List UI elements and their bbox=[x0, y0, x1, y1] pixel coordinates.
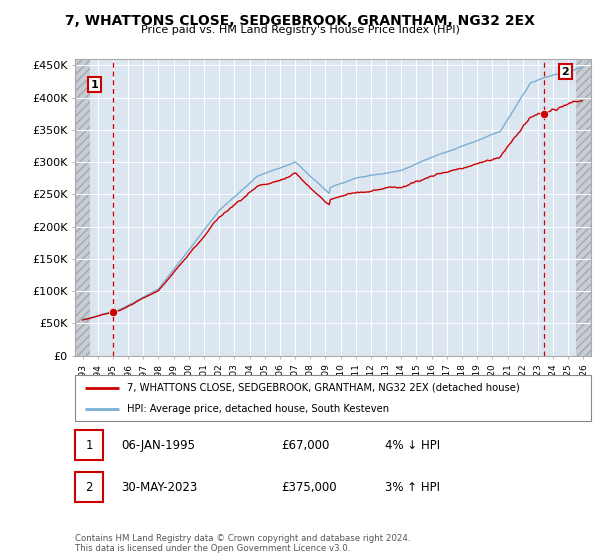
Text: 7, WHATTONS CLOSE, SEDGEBROOK, GRANTHAM, NG32 2EX (detached house): 7, WHATTONS CLOSE, SEDGEBROOK, GRANTHAM,… bbox=[127, 382, 520, 393]
Text: 7, WHATTONS CLOSE, SEDGEBROOK, GRANTHAM, NG32 2EX: 7, WHATTONS CLOSE, SEDGEBROOK, GRANTHAM,… bbox=[65, 14, 535, 28]
Text: 06-JAN-1995: 06-JAN-1995 bbox=[121, 438, 196, 452]
Text: Contains HM Land Registry data © Crown copyright and database right 2024.
This d: Contains HM Land Registry data © Crown c… bbox=[75, 534, 410, 553]
Text: 1: 1 bbox=[91, 80, 98, 90]
Text: £375,000: £375,000 bbox=[281, 480, 337, 494]
Text: 1: 1 bbox=[85, 438, 93, 452]
Text: 30-MAY-2023: 30-MAY-2023 bbox=[121, 480, 197, 494]
Text: 4% ↓ HPI: 4% ↓ HPI bbox=[385, 438, 440, 452]
Text: HPI: Average price, detached house, South Kesteven: HPI: Average price, detached house, Sout… bbox=[127, 404, 389, 414]
Text: 3% ↑ HPI: 3% ↑ HPI bbox=[385, 480, 440, 494]
Text: £67,000: £67,000 bbox=[281, 438, 330, 452]
Bar bbox=[75, 472, 103, 502]
Bar bbox=[75, 430, 103, 460]
Text: 2: 2 bbox=[85, 480, 93, 494]
Text: Price paid vs. HM Land Registry's House Price Index (HPI): Price paid vs. HM Land Registry's House … bbox=[140, 25, 460, 35]
Text: 2: 2 bbox=[562, 67, 569, 77]
